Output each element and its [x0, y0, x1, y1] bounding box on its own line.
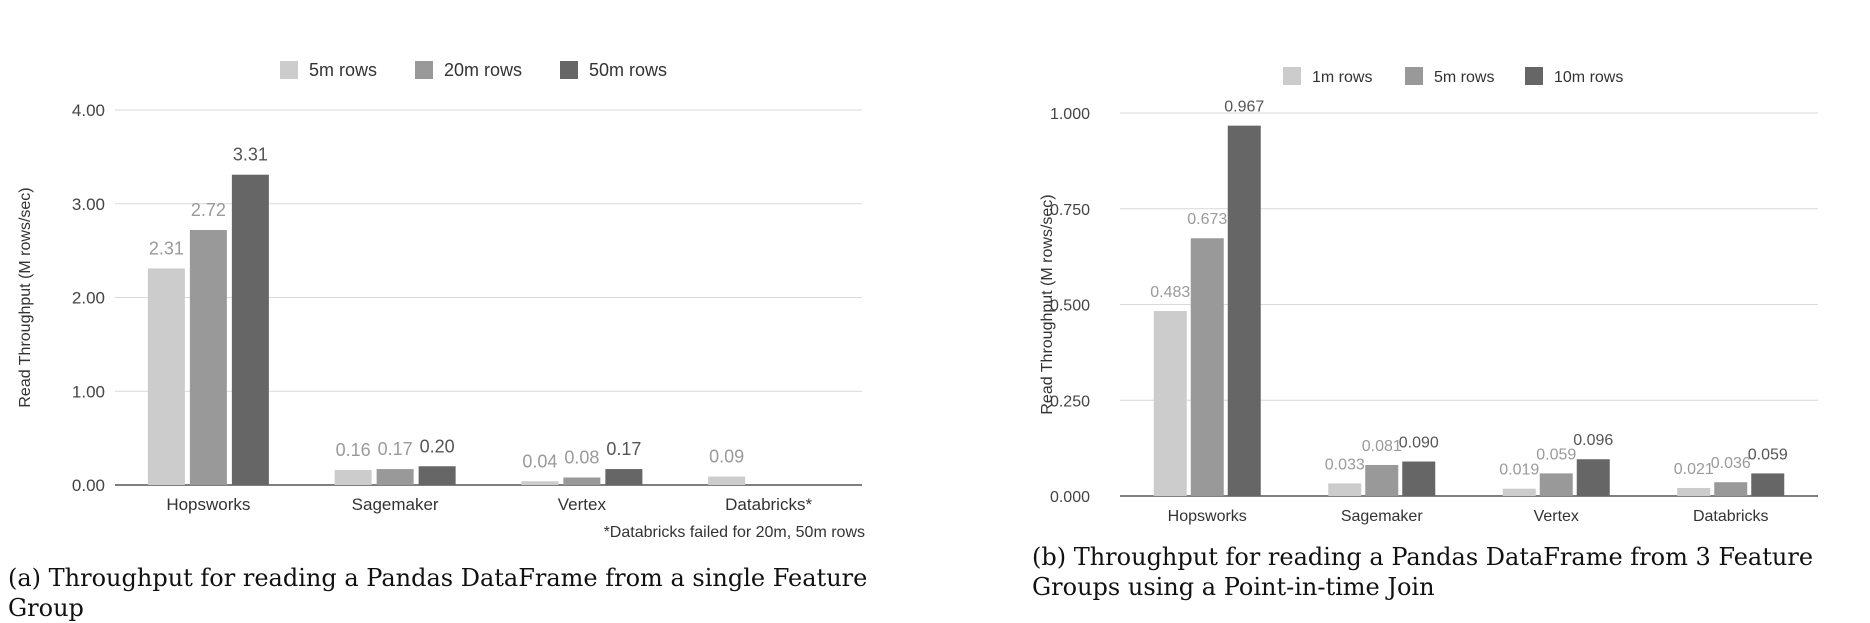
chart-b-category-label: Databricks — [1693, 508, 1769, 525]
chart-b-value-label: 0.059 — [1536, 446, 1576, 463]
chart-b-bar — [1751, 473, 1785, 496]
chart-b-legend-label: 1m rows — [1312, 69, 1372, 86]
chart-b-bar — [1402, 461, 1436, 496]
chart-a-y-tick-label: 2.00 — [72, 289, 105, 308]
chart-b-y-tick-label: 0.250 — [1050, 393, 1090, 410]
chart-a-bar — [189, 230, 227, 485]
chart-b-bar — [1153, 311, 1187, 496]
chart-b-y-tick-label: 1.000 — [1050, 106, 1090, 123]
chart-a-value-label: 2.31 — [149, 238, 184, 258]
chart-a-bar — [418, 466, 456, 485]
chart-b-y-axis-label: Read Throughput (M rows/sec) — [1039, 194, 1056, 414]
chart-b-legend-swatch — [1405, 67, 1423, 85]
chart-a-category-label: Databricks* — [725, 495, 812, 514]
chart-b-bar — [1190, 238, 1224, 496]
chart-b-category-label: Hopsworks — [1168, 508, 1247, 525]
chart-b-category-label: Vertex — [1534, 508, 1579, 525]
chart-b-legend-label: 5m rows — [1434, 69, 1494, 86]
chart-a-bar — [708, 476, 746, 485]
chart-a-legend-label: 20m rows — [444, 60, 522, 80]
chart-a-value-label: 0.04 — [522, 451, 557, 471]
chart-b-value-label: 0.021 — [1674, 461, 1714, 478]
chart-b-bar — [1677, 487, 1711, 496]
chart-a-y-tick-label: 1.00 — [72, 382, 105, 401]
chart-b-value-label: 0.967 — [1224, 99, 1264, 116]
chart-a-category-label: Hopsworks — [166, 495, 250, 514]
chart-b-bar — [1328, 483, 1362, 496]
chart-b-y-tick-label: 0.500 — [1050, 298, 1090, 315]
chart-a-value-label: 0.17 — [606, 439, 641, 459]
chart-b-legend-swatch — [1283, 67, 1301, 85]
chart-a-footnote: *Databricks failed for 20m, 50m rows — [604, 524, 865, 541]
chart-b-bar — [1539, 473, 1573, 496]
chart-a-legend-swatch — [560, 61, 578, 79]
chart-a-bar — [605, 469, 643, 485]
chart-a-caption: (a) Throughput for reading a Pandas Data… — [8, 564, 868, 622]
chart-b-bar — [1576, 459, 1610, 496]
chart-a-category-label: Vertex — [558, 495, 607, 514]
chart-b-bar — [1714, 482, 1748, 496]
chart-a-y-axis-label: Read Throughput (M rows/sec) — [17, 187, 34, 407]
chart-b-legend-swatch — [1525, 67, 1543, 85]
chart-a-legend-label: 5m rows — [309, 60, 377, 80]
chart-a-bar — [231, 174, 269, 485]
chart-a-value-label: 0.20 — [420, 436, 455, 456]
chart-b-category-label: Sagemaker — [1341, 508, 1423, 525]
chart-b-bar — [1227, 125, 1261, 496]
chart-a-bar — [376, 469, 414, 485]
chart-a-y-tick-label: 0.00 — [72, 476, 105, 495]
chart-a-legend-label: 50m rows — [589, 60, 667, 80]
chart-a-value-label: 3.31 — [233, 145, 268, 165]
chart-b-value-label: 0.483 — [1150, 284, 1190, 301]
chart-b-y-tick-label: 0.000 — [1050, 489, 1090, 506]
chart-a-legend-swatch — [280, 61, 298, 79]
chart-b-y-tick-label: 0.750 — [1050, 202, 1090, 219]
chart-a-value-label: 0.09 — [709, 447, 744, 467]
chart-b-value-label: 0.059 — [1748, 446, 1788, 463]
chart-a-bar — [334, 470, 372, 485]
chart-b-value-label: 0.019 — [1499, 462, 1539, 479]
chart-b-legend-label: 10m rows — [1554, 69, 1623, 86]
chart-b-bar — [1502, 488, 1536, 496]
chart-a-value-label: 2.72 — [191, 200, 226, 220]
chart-a-value-label: 0.16 — [336, 440, 371, 460]
chart-a-bar — [563, 477, 601, 485]
chart-a-value-label: 0.17 — [378, 439, 413, 459]
chart-a-y-tick-label: 3.00 — [72, 195, 105, 214]
chart-b-value-label: 0.081 — [1362, 438, 1402, 455]
chart-b-value-label: 0.090 — [1399, 435, 1439, 452]
chart-a-bar — [147, 268, 185, 485]
chart-a-bar — [521, 481, 559, 485]
chart-b-value-label: 0.036 — [1711, 455, 1751, 472]
chart-b-caption: (b) Throughput for reading a Pandas Data… — [1032, 543, 1814, 601]
chart-a-legend-swatch — [415, 61, 433, 79]
chart-b-value-label: 0.033 — [1325, 456, 1365, 473]
chart-b-value-label: 0.673 — [1187, 211, 1227, 228]
chart-a-value-label: 0.08 — [564, 448, 599, 468]
chart-b-value-label: 0.096 — [1573, 432, 1613, 449]
chart-a-y-tick-label: 4.00 — [72, 101, 105, 120]
chart-b-bar — [1365, 464, 1399, 496]
chart-a-category-label: Sagemaker — [352, 495, 439, 514]
